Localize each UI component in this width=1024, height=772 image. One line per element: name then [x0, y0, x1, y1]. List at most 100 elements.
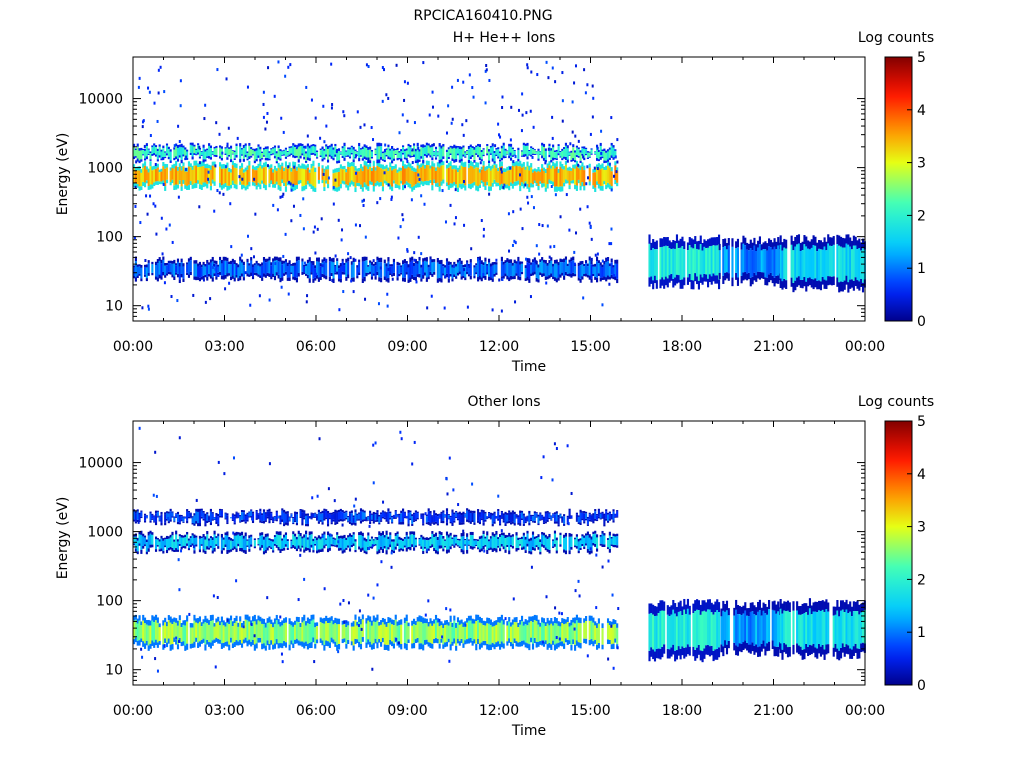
band-cell: [261, 545, 263, 548]
band-cell: [681, 246, 683, 279]
band-cell: [614, 537, 616, 545]
band-cell: [477, 155, 479, 157]
band-cell: [351, 265, 353, 278]
band-cell: [137, 170, 139, 184]
band-cell: [263, 184, 265, 189]
band-cell: [261, 266, 263, 278]
band-cell: [678, 275, 680, 283]
band-cell: [437, 155, 439, 156]
band-cell: [552, 267, 554, 277]
band-cell: [206, 534, 208, 546]
band-cell: [550, 148, 552, 151]
band-cell: [453, 165, 455, 169]
band-cell: [563, 538, 565, 549]
band-cell: [316, 519, 318, 520]
band-cell: [473, 268, 475, 276]
band-cell: [162, 148, 164, 157]
band-cell: [311, 263, 313, 272]
speckle: [155, 233, 157, 236]
speckle: [290, 219, 292, 222]
band-cell: [182, 148, 184, 155]
band-cell: [413, 172, 415, 186]
band-cell: [836, 277, 838, 286]
band-cell: [563, 183, 565, 187]
band-cell: [135, 261, 137, 277]
band-cell: [248, 161, 250, 166]
band-cell: [151, 545, 153, 548]
band-cell: [408, 280, 410, 283]
band-cell: [694, 236, 696, 244]
band-cell: [435, 157, 437, 159]
band-cell: [603, 533, 605, 535]
band-cell: [192, 146, 194, 157]
band-cell: [173, 169, 175, 186]
band-cell: [481, 518, 483, 520]
band-cell: [545, 151, 547, 160]
band-cell: [764, 241, 766, 249]
band-cell: [323, 535, 325, 546]
band-cell: [437, 262, 439, 278]
band-cell: [230, 261, 232, 264]
band-cell: [212, 180, 214, 184]
band-cell: [702, 277, 704, 285]
band-cell: [565, 143, 567, 146]
band-cell: [612, 145, 614, 148]
band-cell: [543, 147, 545, 158]
speckle: [263, 103, 265, 106]
band-cell: [375, 513, 377, 515]
band-cell: [159, 155, 161, 157]
speckle: [342, 290, 344, 293]
band-cell: [197, 618, 199, 623]
band-cell: [468, 184, 470, 188]
band-cell: [490, 536, 492, 538]
band-cell: [517, 148, 519, 150]
band-cell: [426, 537, 428, 540]
band-cell: [290, 146, 292, 148]
speckle: [341, 228, 343, 231]
band-cell: [439, 143, 441, 147]
band-cell: [237, 623, 239, 627]
band-cell: [270, 149, 272, 154]
band-cell: [160, 536, 162, 539]
band-cell: [462, 276, 464, 278]
band-cell: [279, 517, 281, 523]
band-cell: [563, 157, 565, 159]
band-cell: [267, 158, 269, 161]
band-cell: [215, 638, 217, 642]
band-cell: [138, 543, 140, 545]
band-cell: [614, 517, 616, 518]
band-cell: [581, 534, 583, 536]
band-cell: [312, 513, 314, 514]
band-cell: [409, 258, 411, 262]
band-cell: [499, 537, 501, 548]
band-cell: [435, 171, 437, 183]
band-cell: [448, 265, 450, 279]
band-cell: [483, 523, 485, 526]
band-cell: [373, 166, 375, 186]
band-cell: [140, 265, 142, 268]
band-cell: [285, 642, 287, 647]
band-cell: [206, 640, 208, 645]
band-cell: [148, 548, 150, 552]
band-cell: [146, 552, 148, 555]
band-cell: [719, 273, 721, 279]
band-cell: [226, 641, 228, 646]
band-cell: [164, 186, 166, 191]
band-cell: [408, 510, 410, 513]
band-cell: [311, 534, 313, 544]
band-cell: [252, 264, 254, 267]
band-cell: [592, 264, 594, 266]
band-cell: [663, 279, 665, 288]
band-cell: [181, 171, 183, 187]
band-cell: [246, 541, 248, 546]
band-cell: [409, 512, 411, 518]
band-cell: [457, 519, 459, 520]
band-cell: [268, 273, 270, 277]
band-cell: [479, 169, 481, 172]
band-cell: [547, 539, 549, 549]
band-cell: [263, 512, 265, 521]
band-cell: [190, 644, 192, 649]
band-cell: [539, 514, 541, 519]
band-cell: [506, 171, 508, 185]
band-cell: [838, 246, 840, 282]
